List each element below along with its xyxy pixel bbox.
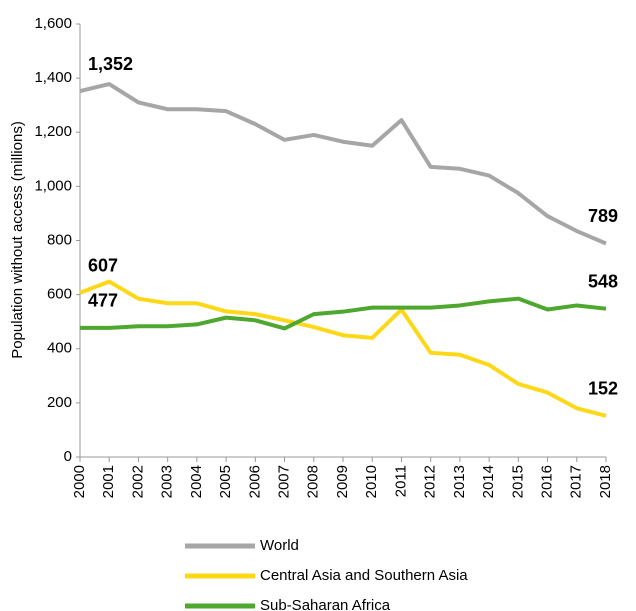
y-tick-label: 0 [64, 448, 72, 465]
data-label: 789 [588, 206, 618, 226]
x-tick-label: 2009 [334, 465, 351, 498]
series-line [80, 296, 607, 331]
legend-label: World [260, 537, 299, 554]
x-tick-label: 2002 [129, 465, 146, 498]
y-tick-label: 400 [47, 340, 72, 357]
x-tick-label: 2006 [246, 465, 263, 498]
series-line [79, 279, 607, 418]
x-tick-label: 2001 [100, 465, 117, 498]
x-tick-label: 2017 [568, 465, 585, 498]
x-tick-label: 2013 [451, 465, 468, 498]
data-label: 1,352 [88, 54, 133, 74]
y-tick-label: 1,000 [34, 177, 72, 194]
x-tick-label: 2008 [305, 465, 322, 498]
x-tick-label: 2018 [597, 465, 614, 498]
y-tick-label: 1,200 [34, 123, 72, 140]
x-tick-label: 2003 [159, 465, 176, 498]
y-tick-label: 200 [47, 394, 72, 411]
y-axis-label: Population without access (millions) [9, 121, 26, 359]
y-tick-label: 600 [47, 286, 72, 303]
series-line [79, 82, 607, 246]
x-tick-label: 2007 [276, 465, 293, 498]
data-label: 477 [88, 291, 118, 311]
data-label: 607 [88, 255, 118, 275]
x-tick-label: 2012 [422, 465, 439, 498]
x-tick-label: 2016 [539, 465, 556, 498]
x-tick-label: 2005 [217, 465, 234, 498]
y-tick-label: 800 [47, 231, 72, 248]
x-tick-label: 2011 [392, 465, 409, 497]
legend-label: Central Asia and Southern Asia [260, 567, 468, 584]
x-tick-label: 2015 [509, 465, 526, 498]
y-tick-label: 1,600 [34, 15, 72, 32]
y-tick-label: 1,400 [34, 69, 72, 86]
data-label: 548 [588, 271, 618, 291]
legend-label: Sub-Saharan Africa [260, 597, 391, 611]
x-tick-label: 2000 [71, 465, 88, 498]
x-tick-label: 2014 [480, 465, 497, 498]
x-tick-label: 2004 [188, 465, 205, 498]
x-tick-label: 2010 [363, 465, 380, 498]
data-label: 152 [588, 379, 618, 399]
